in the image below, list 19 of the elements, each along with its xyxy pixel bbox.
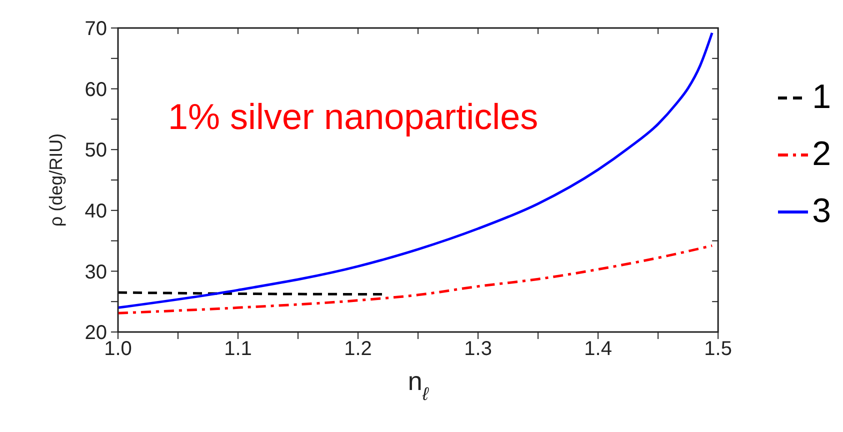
x-tick-label: 1.0 [104,338,132,360]
y-tick-label: 60 [84,78,107,101]
annotation: 1% silver nanoparticles [168,96,538,138]
y-tick-label: 40 [84,200,107,222]
x-tick-label: 1.2 [344,338,372,360]
y-tick-label: 30 [84,261,107,284]
x-tick-label: 1.5 [704,338,732,360]
y-tick-label: 70 [84,18,107,40]
y-tick-label: 20 [84,322,107,344]
legend-label: 3 [812,192,831,231]
x-tick-label: 1.3 [464,338,492,360]
y-tick-label: 50 [84,140,107,162]
line-series [118,244,714,314]
x-tick-label: 1.4 [584,338,612,360]
x-axis-title: n$_{ℓ}$ [408,366,430,404]
x-tick-label: 1.1 [224,338,252,360]
y-axis-title: ρ (deg/RIU) [46,133,66,227]
legend-label: 1 [812,78,831,117]
legend-label: 2 [812,135,831,174]
